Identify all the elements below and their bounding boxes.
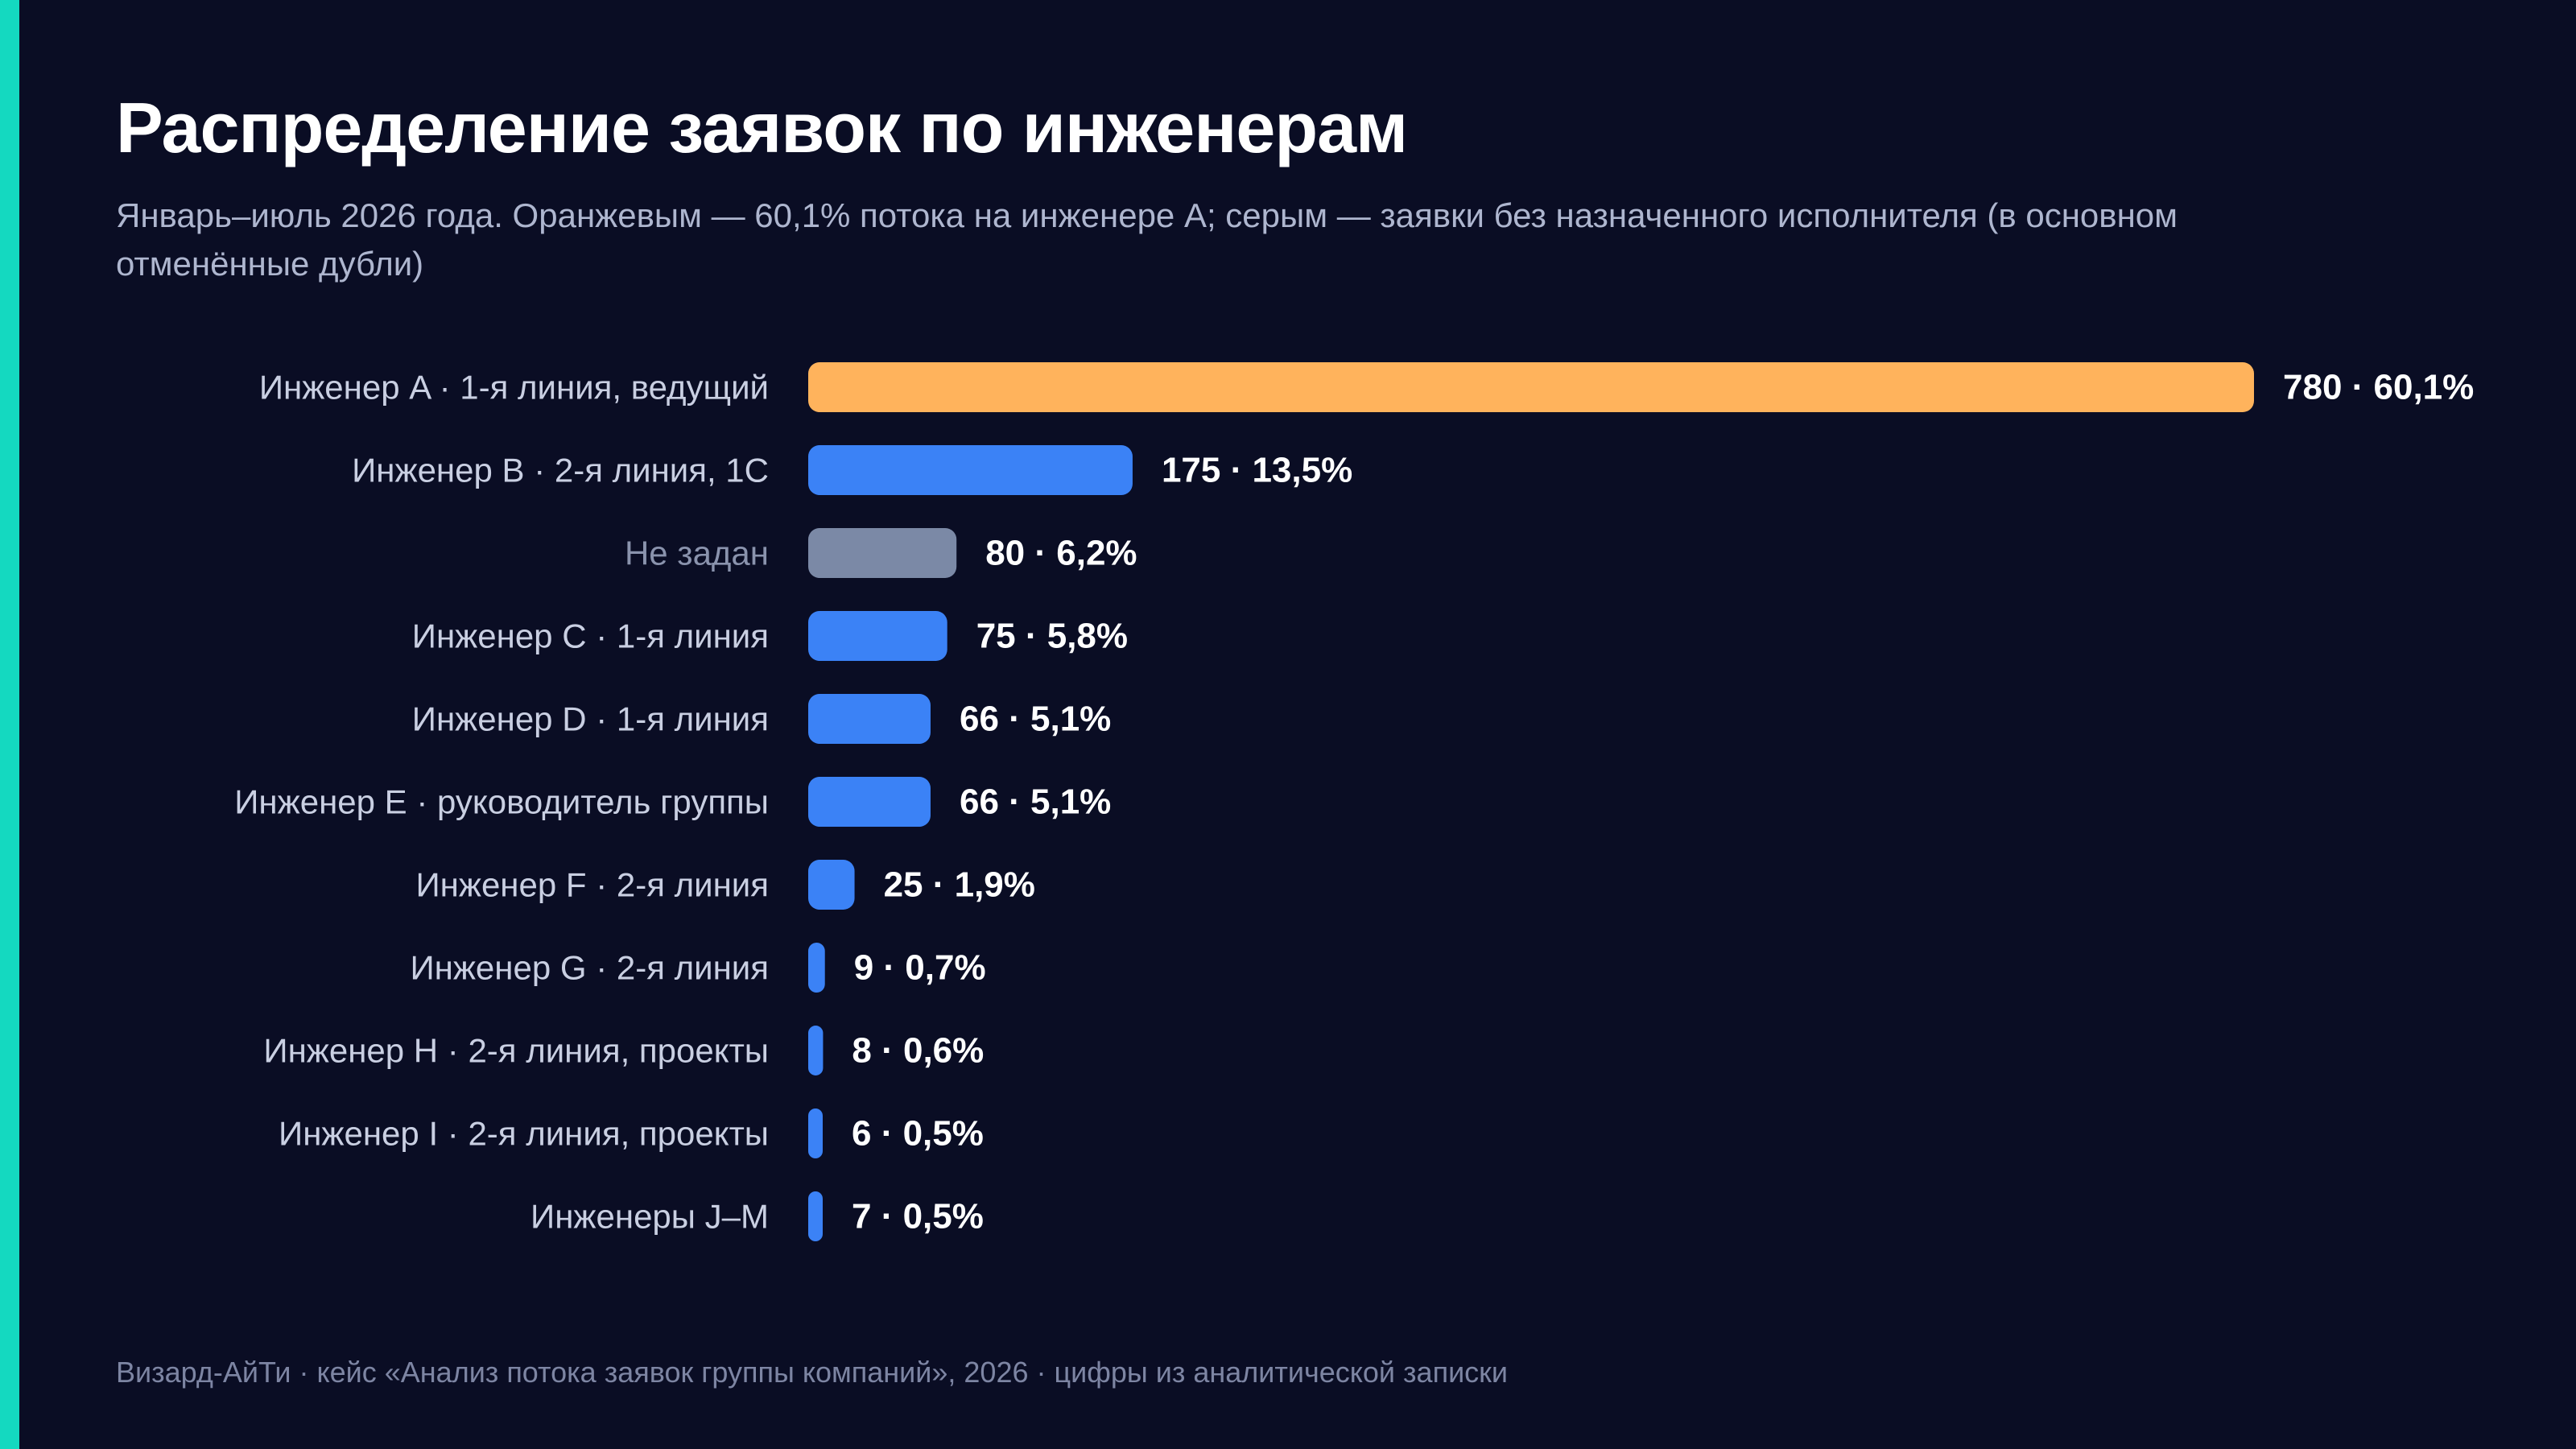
chart-subtitle: Январь–июль 2026 года. Оранжевым — 60,1%… (116, 196, 2178, 283)
data-label: 780 · 60,1% (2283, 368, 2474, 407)
bar (808, 1026, 824, 1075)
data-label: 7 · 0,5% (852, 1197, 984, 1236)
category-label: Инженер B · 2-я линия, 1С (352, 452, 769, 489)
bar (808, 611, 947, 661)
category-label: Инженер E · руководитель группы (234, 783, 769, 821)
bar-chart: Инженер A · 1-я линия, ведущий 780 · 60,1… (234, 362, 2474, 1241)
category-label: Инженер D · 1-я линия (412, 700, 769, 738)
bar (808, 445, 1133, 495)
bar-row: Инженер H · 2-я линия, проекты 8 · 0,6% (263, 1026, 984, 1075)
category-label: Инженер G · 2-я линия (410, 949, 769, 987)
data-label: 9 · 0,7% (854, 948, 986, 988)
bar-row: Инженер D · 1-я линия 66 · 5,1% (412, 694, 1111, 744)
bar-row: Инженер G · 2-я линия 9 · 0,7% (410, 943, 986, 993)
bar-row: Инженер C · 1-я линия 75 · 5,8% (412, 611, 1128, 661)
bar (808, 1108, 823, 1158)
category-label: Инженер F · 2-я линия (415, 866, 769, 904)
accent-stripe (0, 0, 19, 1449)
bar-row: Не задан 80 · 6,2% (625, 528, 1137, 578)
data-label: 75 · 5,8% (976, 617, 1128, 656)
category-label: Инженер I · 2-я линия, проекты (279, 1115, 769, 1153)
bar (808, 694, 931, 744)
data-label: 25 · 1,9% (884, 865, 1035, 905)
bar-row: Инженер F · 2-я линия 25 · 1,9% (415, 860, 1035, 910)
data-label: 66 · 5,1% (960, 782, 1111, 822)
data-label: 66 · 5,1% (960, 700, 1111, 739)
data-label: 8 · 0,6% (852, 1031, 984, 1071)
bar (808, 528, 957, 578)
source-footer: Визард-АйТи · кейс «Анализ потока заявок… (116, 1356, 1509, 1389)
bar-row: Инженер E · руководитель группы 66 · 5,1% (234, 777, 1111, 827)
bar (808, 943, 825, 993)
category-label: Инженер C · 1-я линия (412, 617, 769, 655)
category-label: Инженеры J–M (530, 1198, 769, 1236)
bar-row: Инженер A · 1-я линия, ведущий 780 · 60,1… (259, 362, 2474, 412)
category-label: Не задан (625, 535, 769, 572)
category-label: Инженер H · 2-я линия, проекты (263, 1032, 769, 1070)
chart-title: Распределение заявок по инженерам (116, 88, 1408, 167)
data-label: 175 · 13,5% (1162, 451, 1352, 490)
bar-row: Инженеры J–M 7 · 0,5% (530, 1191, 984, 1241)
bar-row: Инженер I · 2-я линия, проекты 6 · 0,5% (279, 1108, 984, 1158)
data-label: 6 · 0,5% (852, 1114, 984, 1154)
bar (808, 860, 855, 910)
bar (808, 1191, 823, 1241)
bar (808, 777, 931, 827)
bar (808, 362, 2254, 412)
category-label: Инженер A · 1-я линия, ведущий (259, 369, 769, 407)
data-label: 80 · 6,2% (985, 534, 1137, 573)
bar-row: Инженер B · 2-я линия, 1С 175 · 13,5% (352, 445, 1352, 495)
